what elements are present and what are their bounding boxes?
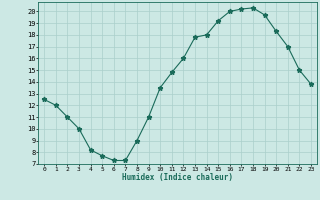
X-axis label: Humidex (Indice chaleur): Humidex (Indice chaleur): [122, 173, 233, 182]
